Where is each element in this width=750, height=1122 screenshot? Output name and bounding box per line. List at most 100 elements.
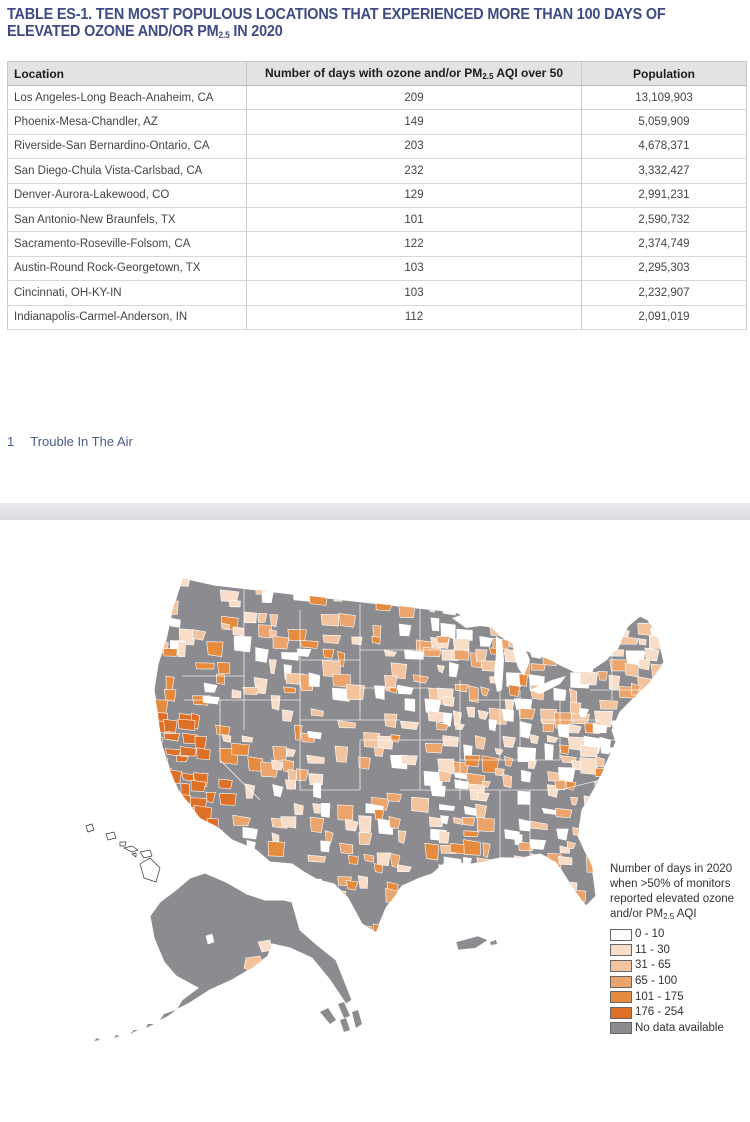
county-patch	[645, 755, 656, 770]
county-patch	[163, 718, 178, 733]
lake-superior	[452, 612, 506, 628]
county-patch	[163, 689, 177, 702]
county-patch	[520, 880, 530, 895]
county-patch	[463, 856, 472, 868]
county-patch	[596, 816, 610, 831]
county-patch	[424, 904, 440, 922]
county-patch	[579, 757, 599, 775]
county-patch	[386, 792, 402, 803]
legend-item: 65 - 100	[610, 974, 750, 990]
county-patch	[430, 617, 440, 632]
county-patch	[241, 735, 254, 743]
county-patch	[438, 803, 456, 811]
state-line	[300, 740, 361, 791]
county-patch	[164, 748, 182, 757]
county-patch	[372, 923, 393, 932]
county-patch	[179, 869, 199, 877]
cell-population: 2,991,231	[581, 183, 747, 208]
legend-swatch	[610, 944, 632, 957]
state-line	[243, 588, 301, 790]
county-patch	[621, 783, 630, 799]
county-patch	[544, 743, 554, 760]
county-patch	[257, 613, 268, 623]
county-patch	[373, 863, 384, 874]
county-patch	[480, 901, 496, 911]
county-patch	[488, 719, 497, 732]
county-patch	[566, 841, 576, 850]
county-patch	[308, 672, 321, 687]
county-patch	[521, 589, 540, 605]
puerto-rico-east	[490, 940, 497, 945]
county-patch	[534, 893, 549, 910]
county-patch	[322, 648, 335, 659]
county-patch	[404, 698, 416, 712]
county-patch	[464, 578, 473, 587]
county-patch	[508, 684, 520, 697]
county-patch	[541, 635, 557, 644]
county-patch	[294, 889, 312, 907]
county-patch	[331, 687, 351, 702]
county-patch	[271, 759, 284, 771]
lake-huron	[512, 640, 530, 676]
page-footer: 1 Trouble In The Air	[7, 434, 133, 449]
county-patch	[595, 756, 605, 768]
county-patch	[555, 807, 573, 818]
county-patch	[648, 734, 663, 751]
county-patch	[474, 735, 486, 750]
county-patch	[529, 839, 547, 850]
county-patch	[634, 581, 653, 596]
county-patch	[398, 888, 409, 899]
county-patch	[177, 718, 196, 731]
county-patch	[635, 720, 646, 738]
county-patch	[228, 845, 249, 856]
cell-location: Los Angeles-Long Beach-Anaheim, CA	[7, 85, 247, 111]
county-patch	[528, 760, 537, 769]
county-patch	[664, 630, 681, 644]
cell-population: 2,091,019	[581, 305, 747, 330]
county-patch	[553, 602, 565, 615]
county-patch	[154, 767, 172, 785]
county-patch	[501, 611, 513, 620]
county-patch	[306, 754, 325, 764]
alaska-patch	[243, 955, 265, 973]
county-patch	[436, 924, 447, 932]
county-patch	[438, 587, 458, 603]
county-patch	[428, 816, 445, 828]
header-population: Population	[581, 61, 747, 86]
county-patch	[312, 803, 321, 814]
county-patch	[650, 709, 664, 718]
county-patch	[518, 818, 532, 832]
county-patch	[481, 889, 499, 903]
county-patch	[454, 779, 470, 790]
county-patch	[373, 746, 384, 757]
county-patch	[195, 662, 215, 670]
county-patch	[449, 661, 459, 678]
county-patch	[491, 578, 504, 589]
county-patch	[268, 659, 277, 675]
map-legend: Number of days in 2020 when >50% of moni…	[610, 862, 750, 1036]
county-patch	[621, 736, 641, 749]
county-patch	[336, 890, 347, 898]
cell-location: Sacramento-Roseville-Folsom, CA	[7, 231, 247, 257]
county-patch	[416, 887, 435, 895]
county-patch	[312, 891, 332, 903]
county-patch	[347, 854, 359, 865]
table-row: Sacramento-Roseville-Folsom, CA 122 2,374,…	[7, 231, 747, 257]
county-patch	[232, 626, 245, 637]
county-patch	[621, 710, 635, 726]
county-patch	[556, 828, 569, 841]
county-patch	[376, 735, 394, 750]
county-patch	[443, 712, 453, 727]
county-patch	[503, 755, 514, 767]
county-patch	[579, 928, 592, 932]
county-patch	[267, 841, 285, 857]
county-patch	[296, 768, 309, 781]
state-line	[184, 699, 245, 730]
county-patch	[545, 864, 560, 883]
county-patch	[605, 578, 614, 592]
county-patch	[598, 831, 613, 849]
county-patch	[466, 706, 475, 718]
county-patch	[619, 791, 638, 809]
page-divider	[0, 503, 750, 520]
county-patch	[324, 830, 334, 845]
